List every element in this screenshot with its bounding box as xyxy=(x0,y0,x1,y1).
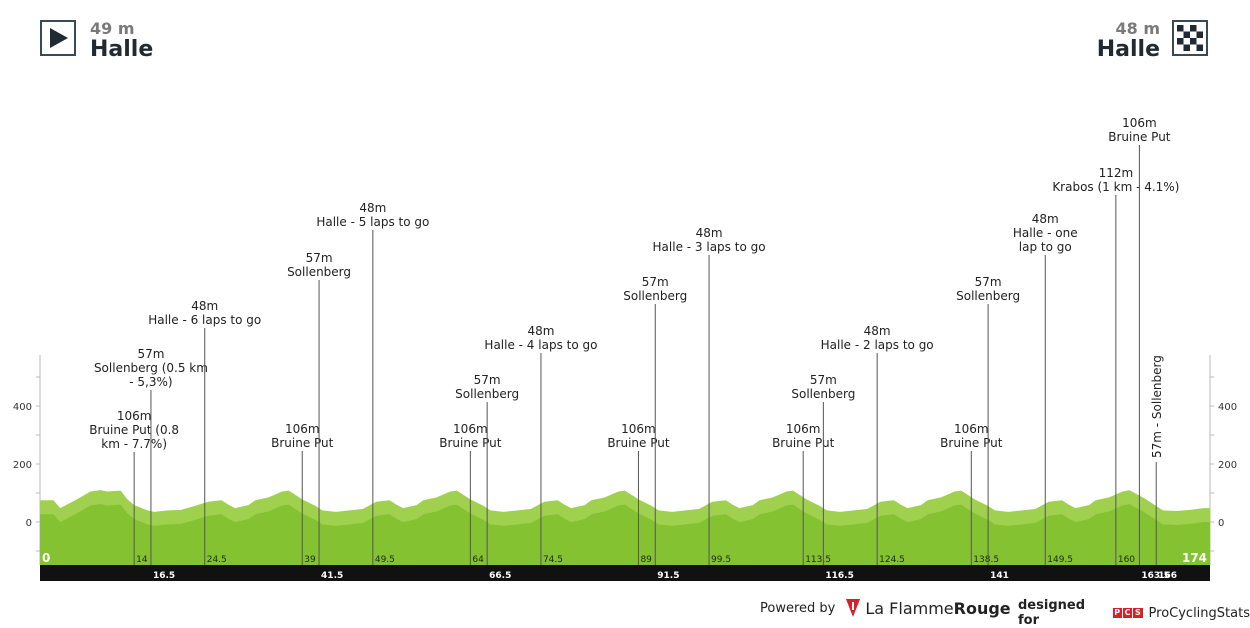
climb-label: Halle - 5 laps to go xyxy=(316,215,429,229)
distance-band xyxy=(40,565,1210,581)
climb-label: Sollenberg xyxy=(956,289,1020,303)
km-mark-upper: 99.5 xyxy=(711,555,731,565)
y-tick-label-left: 400 xyxy=(13,402,32,413)
climb-label: 106m xyxy=(954,422,989,436)
climb-label: 48m xyxy=(1032,212,1059,226)
climb-label: 57m xyxy=(642,275,669,289)
climb-label: 57m xyxy=(137,347,164,361)
climb-label: Bruine Put xyxy=(1108,130,1171,144)
climb-label: lap to go xyxy=(1019,240,1072,254)
climb-label: 48m xyxy=(359,201,386,215)
km-mark-upper: 124.5 xyxy=(879,555,905,565)
climb-label: Bruine Put xyxy=(772,436,835,450)
km-mark-lower: 41.5 xyxy=(321,571,343,581)
climb-label: Sollenberg xyxy=(455,387,519,401)
climb-label: Halle - 2 laps to go xyxy=(821,338,934,352)
km-mark-upper: 49.5 xyxy=(375,555,395,565)
climb-label: Sollenberg xyxy=(623,289,687,303)
climb-label: 57m xyxy=(810,373,837,387)
powered-by: Powered by La FlammeRouge xyxy=(760,598,1011,618)
climb-label: Bruine Put xyxy=(439,436,502,450)
climb-label: 106m xyxy=(1122,116,1157,130)
pcs-letter-s: S xyxy=(1133,608,1143,618)
climb-label: - 5,3%) xyxy=(129,375,172,389)
brand-part-a: La Flamme xyxy=(865,598,954,618)
climb-label: 57m xyxy=(474,373,501,387)
km-mark-upper: 149.5 xyxy=(1047,555,1073,565)
climb-label: Krabos (1 km - 4.1%) xyxy=(1052,180,1179,194)
km-mark-lower: 91.5 xyxy=(657,571,679,581)
km-mark-upper: 24.5 xyxy=(207,555,227,565)
km-mark-upper: 39 xyxy=(304,555,316,565)
start-city: Halle xyxy=(90,37,154,62)
climb-label: Bruine Put xyxy=(271,436,334,450)
designed-for-text: designed for xyxy=(1018,598,1085,628)
km-mark-lower: 16.5 xyxy=(153,571,175,581)
climb-label: 106m xyxy=(117,409,152,423)
climb-label: Halle - 4 laps to go xyxy=(484,338,597,352)
km-mark-lower: 166 xyxy=(1158,571,1177,581)
climb-label: 106m xyxy=(453,422,488,436)
climb-label: Bruine Put xyxy=(940,436,1003,450)
km-mark-upper: 160 xyxy=(1118,555,1135,565)
km-mark-upper: 74.5 xyxy=(543,555,563,565)
climb-label: Halle - 6 laps to go xyxy=(148,313,261,327)
y-tick-label-left: 200 xyxy=(13,460,32,471)
flamme-rouge-logo-icon xyxy=(846,599,861,617)
pcs-letter-p: P xyxy=(1112,608,1122,618)
climb-label: Sollenberg xyxy=(791,387,855,401)
climb-label: 106m xyxy=(285,422,320,436)
climb-label: 106m xyxy=(621,422,656,436)
climb-label: 48m xyxy=(527,324,554,338)
climb-label: 48m xyxy=(864,324,891,338)
climb-label: Bruine Put xyxy=(607,436,670,450)
km-mark-lower: 66.5 xyxy=(489,571,511,581)
pcs-letter-c: C xyxy=(1122,608,1133,618)
climb-label: Halle - one xyxy=(1013,226,1078,240)
climb-label: 48m xyxy=(696,226,723,240)
start-icon-box xyxy=(40,20,76,56)
km-mark-upper: 14 xyxy=(136,555,148,565)
km-mark-upper: 64 xyxy=(472,555,484,565)
start-km-label: 0 xyxy=(42,551,50,565)
km-mark-lower: 163.5 xyxy=(1141,571,1169,581)
stage-profile-chart: 0 0 200 200 400 400 0 174 14 24.5 39 49.5 64 74.5 89 99… xyxy=(13,116,1237,581)
climb-label: km - 7.7%) xyxy=(101,437,167,451)
finish-city: Halle xyxy=(1096,37,1160,62)
play-triangle-icon xyxy=(50,28,68,48)
km-mark-lower: 116.5 xyxy=(825,571,853,581)
climb-label: 57m xyxy=(975,275,1002,289)
climb-label: Bruine Put (0.8 xyxy=(89,423,179,437)
climb-label: 112m xyxy=(1099,166,1134,180)
y-tick-label-right: 0 xyxy=(1218,518,1224,529)
km-mark-lower: 141 xyxy=(990,571,1009,581)
start-altitude: 49 m xyxy=(90,19,135,38)
climb-label: Sollenberg xyxy=(287,265,351,279)
climb-label: Halle - 3 laps to go xyxy=(653,240,766,254)
y-tick-label-right: 200 xyxy=(1218,460,1237,471)
climb-label: Sollenberg (0.5 km xyxy=(94,361,208,375)
climb-label: 48m xyxy=(191,299,218,313)
km-mark-upper: 89 xyxy=(640,555,652,565)
brand-name[interactable]: La FlammeRouge xyxy=(865,599,1010,618)
y-tick-label-right: 400 xyxy=(1218,402,1237,413)
finish-icon-box xyxy=(1172,20,1208,56)
climb-label: 57m - Sollenberg xyxy=(1150,355,1164,458)
checkered-flag-icon xyxy=(1177,25,1203,51)
designed-for: designed for P C S ProCyclingStats xyxy=(1018,598,1250,628)
pcs-name[interactable]: ProCyclingStats xyxy=(1148,605,1250,621)
climb-label: 106m xyxy=(786,422,821,436)
finish-altitude: 48 m xyxy=(1115,19,1160,38)
km-mark-upper: 113.5 xyxy=(805,555,831,565)
powered-by-text: Powered by xyxy=(760,600,836,616)
finish-km-label: 174 xyxy=(1182,551,1207,565)
climb-label: 57m xyxy=(306,251,333,265)
km-mark-upper: 138.5 xyxy=(973,555,999,565)
profile-area-dark xyxy=(40,504,1210,565)
y-tick-label-left: 0 xyxy=(26,518,32,529)
brand-part-b: Rouge xyxy=(953,598,1011,618)
